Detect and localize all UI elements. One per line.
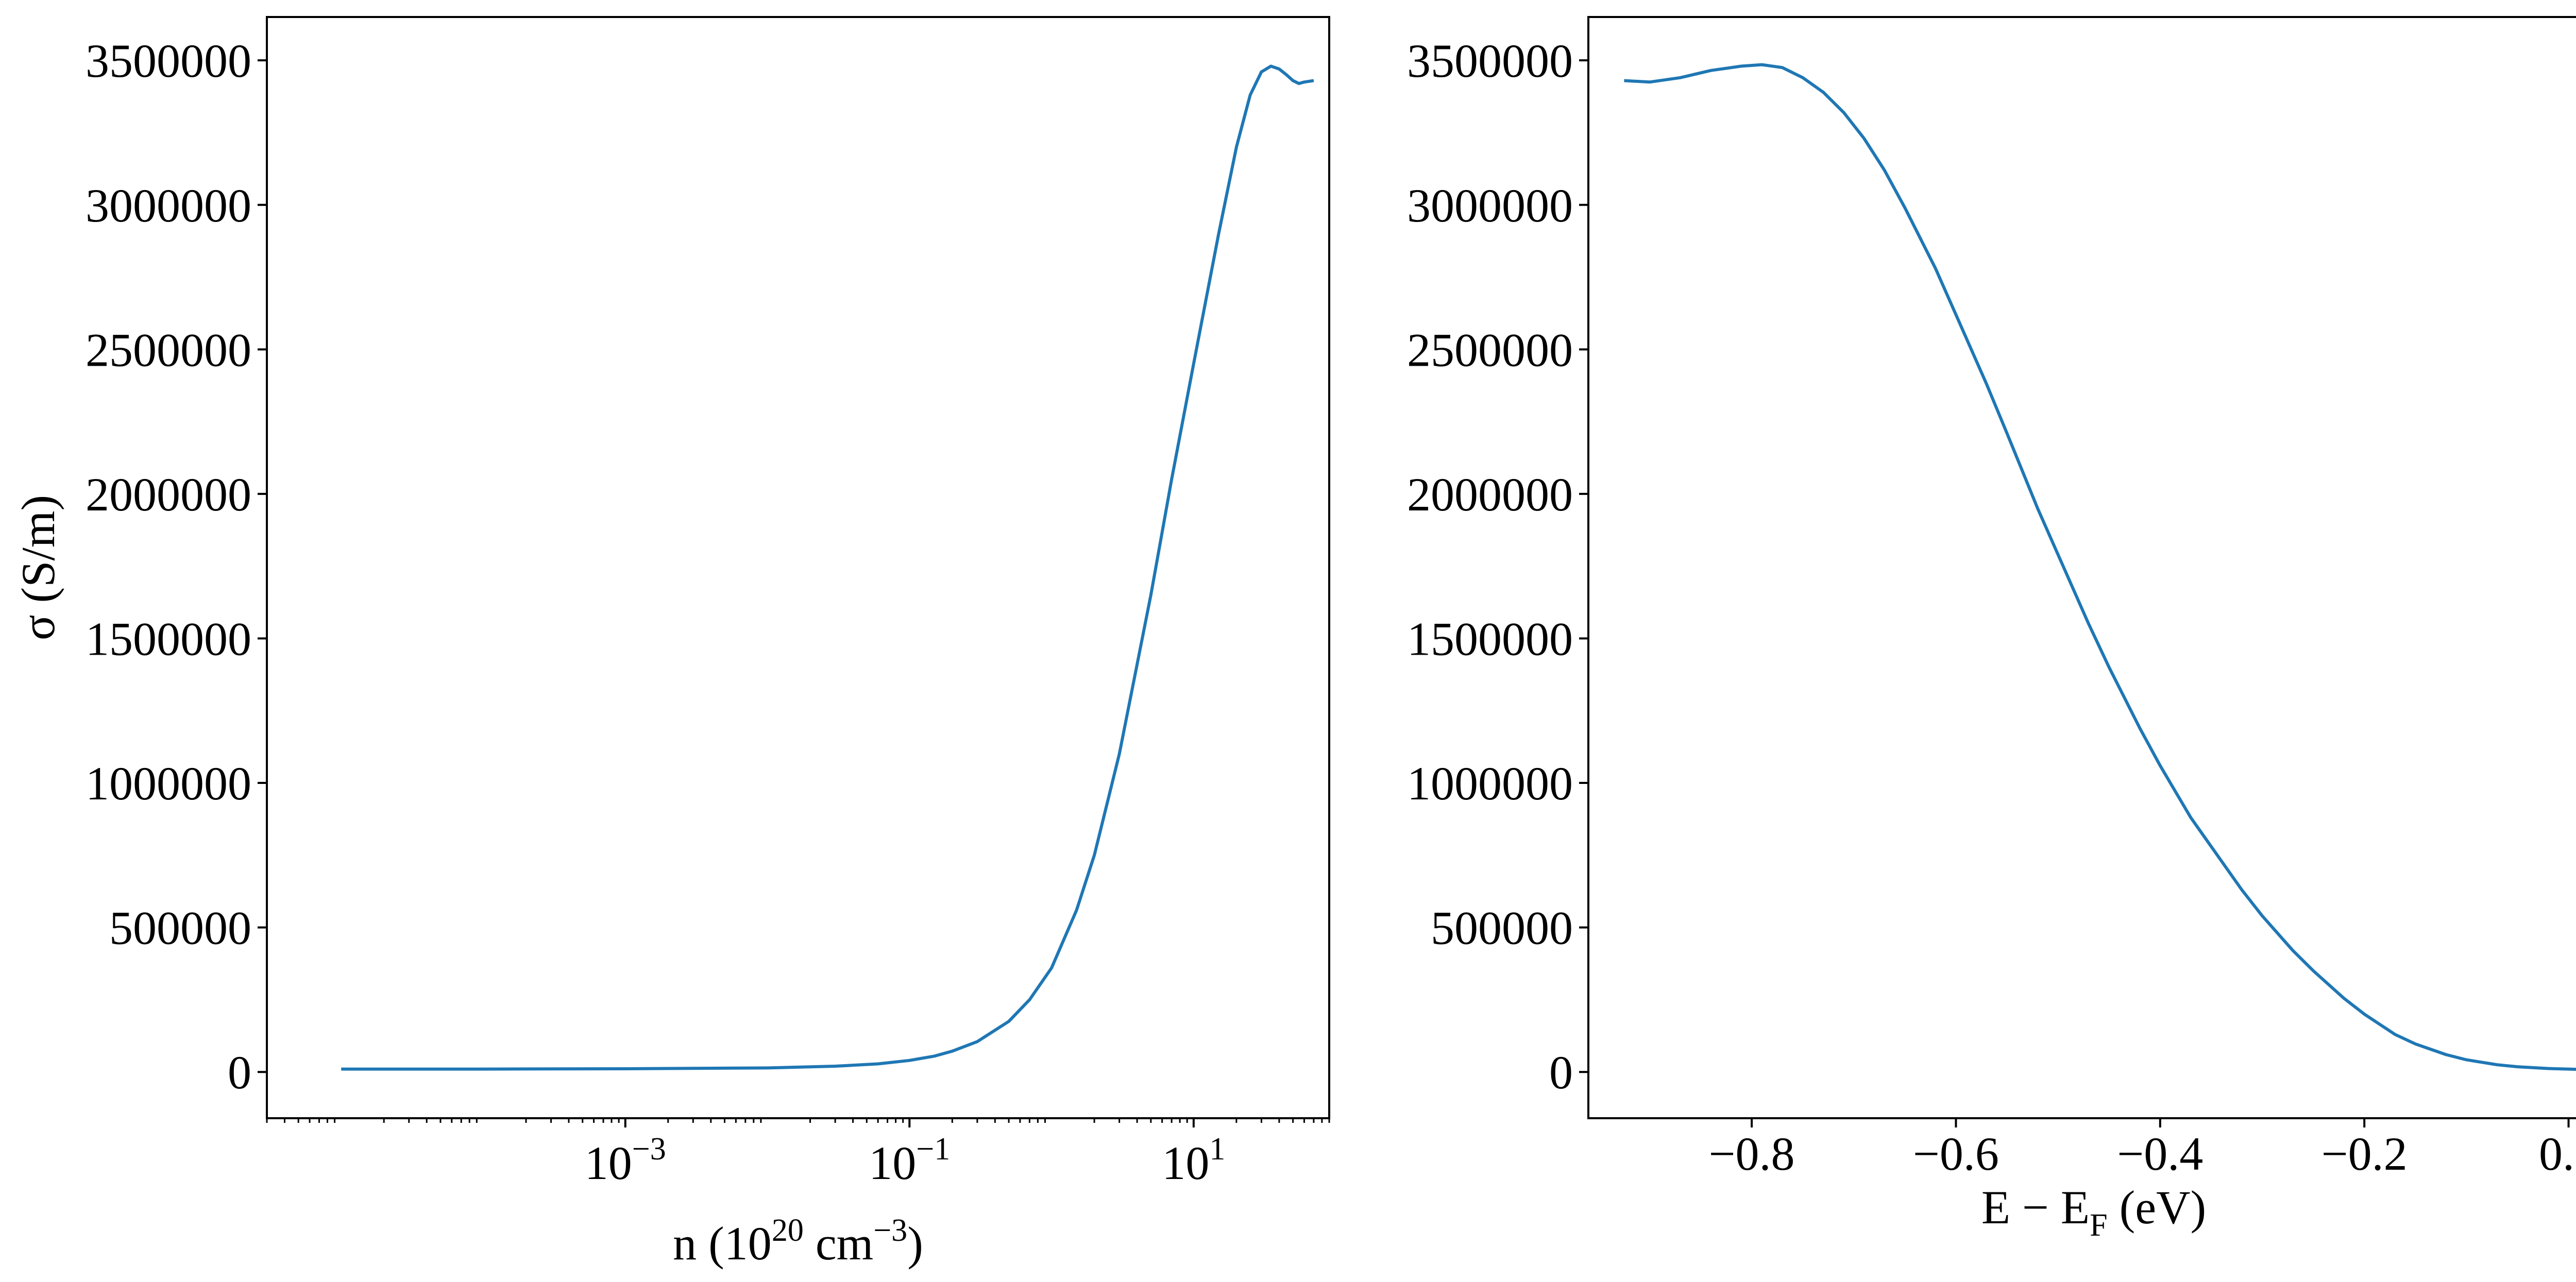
left-x-tick-label-exp: 1 [1209,1132,1225,1167]
right-y-tick-label: 500000 [1431,902,1573,954]
left-x-axis-label-end: ) [907,1217,923,1270]
left-plot: 0 500000 1000000 1500000 2000000 2500000 30000… [12,16,1330,1270]
left-x-axis-label-unit: cm [804,1217,873,1270]
left-x-tick-label: 10−1 [869,1132,950,1189]
left-x-tick-label-base: 10 [1162,1137,1209,1189]
right-x-tick-label: −0.6 [1913,1127,1999,1180]
right-series-line [1624,63,2576,1071]
left-x-axis-label-unit-exp: −3 [873,1213,907,1248]
right-x-tick-label: 0.0 [2539,1127,2576,1180]
left-y-tick-label: 3000000 [86,179,251,232]
left-plot-frame [266,16,1330,1119]
left-y-tick-label: 2000000 [86,468,251,521]
left-x-tick-label-base: 10 [585,1137,632,1189]
left-y-tick-label: 3500000 [86,35,251,87]
right-plot: 0 500000 1000000 1500000 2000000 2500000 30000… [1407,16,2576,1243]
left-y-axis-label: σ (S/m) [12,495,64,640]
left-series-line [341,64,1314,1071]
left-x-axis-label-exp: 20 [772,1213,804,1248]
left-x-tick-label-base: 10 [869,1137,916,1189]
right-y-tick-label: 1000000 [1407,757,1573,810]
right-x-axis-label-base: E − E [1981,1181,2090,1234]
left-x-tick-label-exp: −3 [632,1132,666,1167]
right-x-ticks: −0.8 −0.6 −0.4 −0.2 0.0 [1709,1118,2576,1180]
left-x-axis-label: n (1020 cm−3) [673,1213,923,1270]
right-y-tick-label: 2500000 [1407,323,1573,376]
right-x-axis-label: E − EF (eV) [1981,1181,2206,1243]
right-y-tick-label: 2000000 [1407,468,1573,521]
left-y-ticks: 0 500000 1000000 1500000 2000000 2500000 30000… [86,35,267,1099]
right-x-tick-label: −0.4 [2117,1127,2203,1180]
left-y-tick-label: 2500000 [86,323,251,376]
right-x-axis-label-end: (eV) [2108,1181,2207,1234]
left-x-tick-label: 101 [1162,1132,1225,1189]
right-y-tick-label: 3000000 [1407,179,1573,232]
right-plot-frame [1587,16,2576,1119]
left-x-tick-label-exp: −1 [916,1132,950,1167]
right-y-tick-label: 0 [1549,1046,1573,1099]
left-y-tick-label: 0 [228,1046,251,1099]
left-y-tick-label: 1500000 [86,612,251,665]
right-y-tick-label: 3500000 [1407,35,1573,87]
left-x-ticks: 10−3 10−1 101 [266,1118,1330,1189]
left-y-tick-label: 500000 [109,902,251,954]
right-x-tick-label: −0.8 [1709,1127,1795,1180]
right-x-axis-label-sub: F [2090,1208,2107,1243]
right-y-ticks: 0 500000 1000000 1500000 2000000 2500000 30000… [1407,35,1588,1099]
left-x-axis-label-base: n (10 [673,1217,772,1270]
right-y-tick-label: 1500000 [1407,612,1573,665]
left-y-tick-label: 1000000 [86,757,251,810]
left-x-tick-label: 10−3 [585,1132,666,1189]
right-x-tick-label: −0.2 [2321,1127,2408,1180]
